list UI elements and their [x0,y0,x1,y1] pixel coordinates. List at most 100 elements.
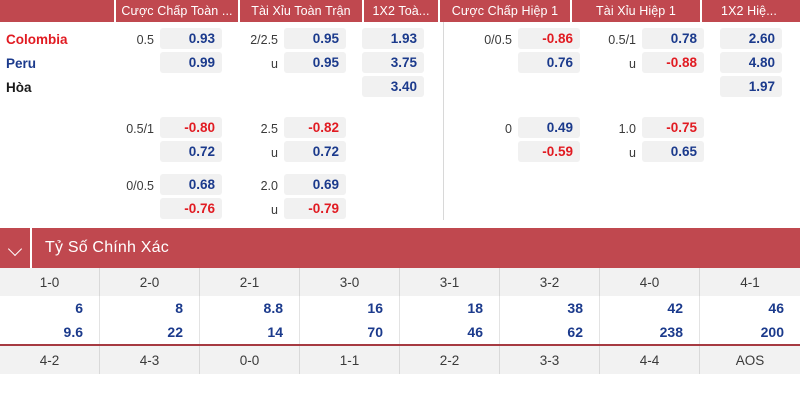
team-column: Colombia Peru Hòa [0,28,114,100]
odds-chip[interactable]: 0.72 [160,141,222,162]
total-labels: 2/2.5 u [238,28,284,100]
total-label: 2/2.5 [250,32,278,47]
total-label: 0.5/1 [608,32,636,47]
odds-chip[interactable]: 3.40 [362,76,424,97]
under-label: u [271,202,278,217]
score-odds-cell[interactable]: 70 [300,320,400,344]
correct-score-title: Tỷ Số Chính Xác [45,239,169,256]
price-column: -0.86 0.76 [518,28,580,100]
handicap-label [114,52,154,76]
score-label-cell[interactable]: 3-3 [500,346,600,374]
header-overunder-half1: Tài Xỉu Hiệp 1 [570,0,700,22]
odds-chip[interactable]: -0.79 [284,198,346,219]
score-odds-cell[interactable]: 200 [700,320,800,344]
header-team-spacer [0,0,114,22]
price-column: -0.82 0.72 [284,117,346,165]
score-label-cell[interactable]: 4-0 [600,268,700,296]
market-1x2-half1: 2.60 4.80 1.97 [720,28,782,100]
odds-chip[interactable]: -0.88 [642,52,704,73]
section-divider [443,22,444,220]
score-odds-cell[interactable]: 38 [500,296,600,320]
score-label-cell[interactable]: 1-0 [0,268,100,296]
score-label-row: 1-0 2-0 2-1 3-0 3-1 3-2 4-0 4-1 [0,268,800,296]
market-header-bar: Cược Chấp Toàn ... Tài Xỉu Toàn Trận 1X2… [0,0,800,22]
header-handicap-fulltime: Cược Chấp Toàn ... [114,0,238,22]
total-label: 2.0 [260,178,278,193]
under-label: u [271,145,278,160]
odds-chip[interactable]: 0.65 [642,141,704,162]
odds-chip[interactable]: 0.78 [642,28,704,49]
score-odds-cell[interactable]: 8.8 [200,296,300,320]
odds-chip[interactable]: 0.69 [284,174,346,195]
score-odds-cell[interactable]: 14 [200,320,300,344]
odds-chip[interactable]: -0.86 [518,28,580,49]
score-label-cell[interactable]: 4-2 [0,346,100,374]
score-label-cell[interactable]: 1-1 [300,346,400,374]
collapse-toggle-button[interactable] [0,228,32,268]
score-odds-cell[interactable]: 9.6 [0,320,100,344]
score-label-cell[interactable]: 3-0 [300,268,400,296]
score-label-cell[interactable]: 0-0 [200,346,300,374]
score-odds-cell[interactable]: 42 [600,296,700,320]
odds-chip[interactable]: 1.93 [362,28,424,49]
price-column: 0.68 -0.76 [160,174,222,222]
handicap-label: 0 [505,121,512,136]
odds-chip[interactable]: 0.99 [160,52,222,73]
total-labels: 0.5/1 u [596,28,642,100]
score-odds-cell[interactable]: 8 [100,296,200,320]
market-1x2-half1-empty [720,117,782,165]
odds-chip[interactable]: 0.95 [284,28,346,49]
header-1x2-fulltime: 1X2 Toà... [362,0,438,22]
odds-body: Colombia Peru Hòa 0.5 0.93 0.99 [0,22,800,220]
odds-chip[interactable]: 0.72 [284,141,346,162]
odds-row: 0.5/1 -0.80 0.72 2.5 u -0.82 0 [0,117,800,165]
odds-chip[interactable]: 1.97 [720,76,782,97]
odds-chip[interactable]: 0.93 [160,28,222,49]
score-label-cell[interactable]: 3-2 [500,268,600,296]
score-odds-cell[interactable]: 16 [300,296,400,320]
handicap-label [472,141,512,165]
odds-chip[interactable]: -0.82 [284,117,346,138]
odds-chip[interactable]: 0.49 [518,117,580,138]
score-odds-cell[interactable]: 46 [700,296,800,320]
price-column: 0.95 0.95 [284,28,346,100]
odds-chip[interactable]: 0.76 [518,52,580,73]
team-column-spacer [0,117,114,165]
score-label-cell[interactable]: 4-3 [100,346,200,374]
score-odds-cell[interactable]: 238 [600,320,700,344]
odds-chip[interactable]: -0.75 [642,117,704,138]
score-label-cell[interactable]: AOS [700,346,800,374]
score-odds-cell[interactable]: 6 [0,296,100,320]
handicap-label: 0.5/1 [126,121,154,136]
market-handicap-fulltime: 0.5/1 -0.80 0.72 [114,117,222,165]
odds-row: Colombia Peru Hòa 0.5 0.93 0.99 [0,28,800,100]
correct-score-header[interactable]: Tỷ Số Chính Xác [0,228,800,268]
market-1x2-fulltime: 1.93 3.75 3.40 [362,28,424,100]
score-odds-cell[interactable]: 18 [400,296,500,320]
odds-chip[interactable]: 3.75 [362,52,424,73]
odds-chip[interactable]: 4.80 [720,52,782,73]
score-label-cell[interactable]: 2-2 [400,346,500,374]
market-handicap-fulltime: 0/0.5 0.68 -0.76 [114,174,222,222]
odds-chip[interactable]: 0.68 [160,174,222,195]
handicap-label [114,198,154,222]
score-label-cell[interactable]: 2-0 [100,268,200,296]
total-label: 2.5 [260,121,278,136]
odds-chip[interactable]: -0.76 [160,198,222,219]
odds-chip[interactable]: 2.60 [720,28,782,49]
score-label-cell[interactable]: 2-1 [200,268,300,296]
odds-chip[interactable]: -0.80 [160,117,222,138]
odds-chip[interactable]: 0.95 [284,52,346,73]
market-overunder-fulltime: 2/2.5 u 0.95 0.95 [238,28,346,100]
handicap-label [114,141,154,165]
score-odds-cell[interactable]: 22 [100,320,200,344]
score-label-cell[interactable]: 4-4 [600,346,700,374]
score-odds-cell[interactable]: 62 [500,320,600,344]
score-odds-cell[interactable]: 46 [400,320,500,344]
score-label-cell[interactable]: 3-1 [400,268,500,296]
score-label-cell[interactable]: 4-1 [700,268,800,296]
handicap-label: 0/0.5 [484,32,512,47]
odds-chip[interactable]: -0.59 [518,141,580,162]
market-handicap-half1: 0/0.5 -0.86 0.76 [472,28,580,100]
score-odds-row-top: 6 8 8.8 16 18 38 42 46 [0,296,800,320]
